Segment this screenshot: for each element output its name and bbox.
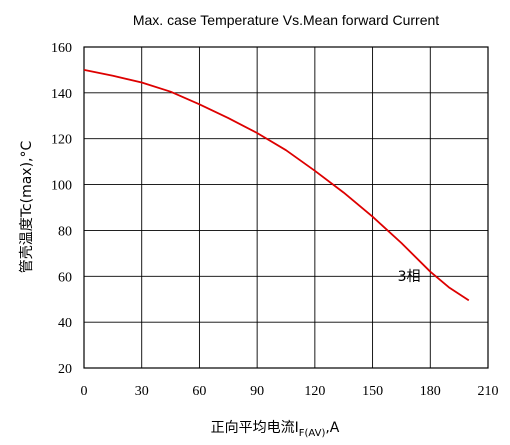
x-tick-label: 210 [478,384,499,399]
annotation-layer: 3相 [398,269,421,285]
y-tick-label: 100 [51,179,72,194]
plot-frame [83,46,489,369]
y-tick-label: 140 [51,87,72,102]
x-tick-label: 30 [135,384,149,399]
x-axis-label-main: 正向平均电流I [211,420,299,436]
x-tick-labels: 0 30 60 90 120 150 180 210 [81,384,499,399]
x-tick-label: 0 [81,384,88,399]
x-tick-label: 60 [192,384,206,399]
y-tick-label: 120 [51,133,72,148]
x-tick-label: 150 [362,384,383,399]
x-tick-label: 180 [420,384,441,399]
x-tick-label: 120 [304,384,325,399]
y-tick-label: 80 [58,224,72,239]
x-axis-label-unit: ,A [325,420,339,436]
y-axis-label: 管壳温度Tc(max),°C [18,141,35,274]
chart-title: Max. case Temperature Vs.Mean forward Cu… [133,12,439,28]
x-axis-label-subscript: F(AV) [299,428,326,439]
y-tick-label: 20 [58,362,72,377]
x-tick-label: 90 [250,384,264,399]
grid [84,47,488,368]
y-tick-label: 60 [58,270,72,285]
x-axis-label: 正向平均电流IF(AV),A [211,420,340,439]
y-tick-label: 160 [51,41,72,56]
curve-annotation: 3相 [398,269,421,285]
y-tick-labels: 20 40 60 80 100 120 140 160 [51,41,72,377]
series-line [83,69,470,302]
y-tick-label: 40 [58,316,72,331]
series-layer [83,69,470,302]
